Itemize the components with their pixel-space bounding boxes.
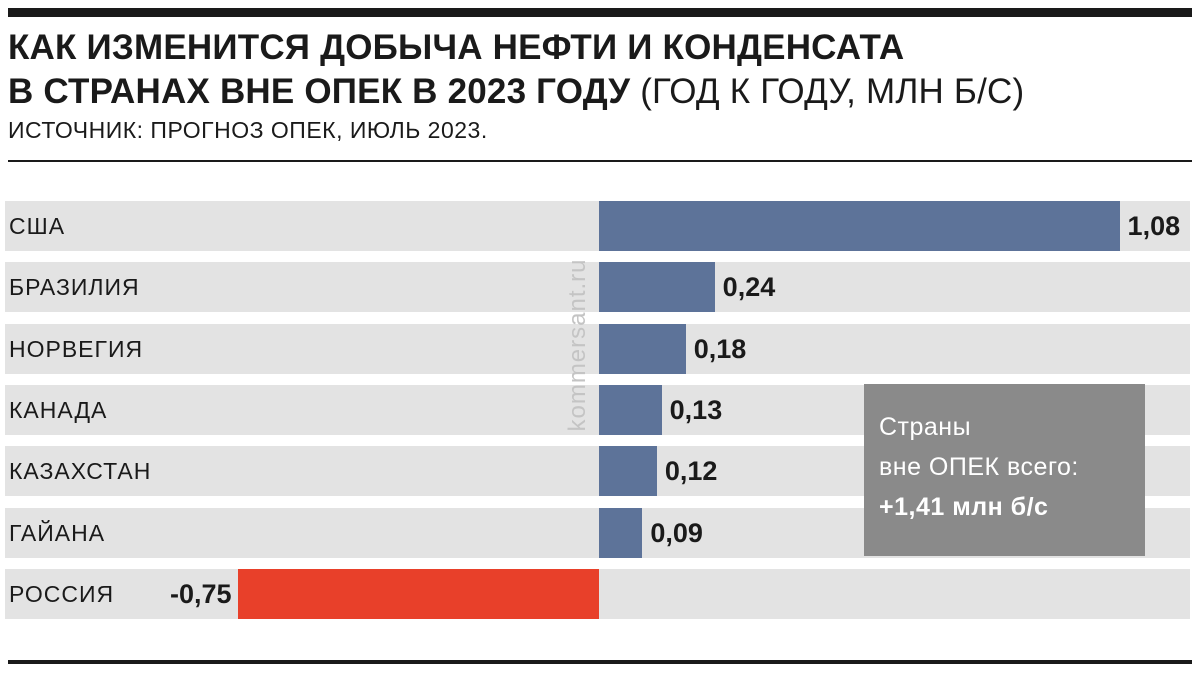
value-label: 0,12 — [664, 456, 718, 486]
category-label: США — [9, 213, 66, 239]
bar — [599, 508, 643, 558]
value-label: 0,24 — [722, 272, 776, 302]
title-line-2: В СТРАНАХ ВНЕ ОПЕК В 2023 ГОДУ (ГОД К ГО… — [8, 70, 1192, 114]
source-note: ИСТОЧНИК: ПРОГНОЗ ОПЕК, ИЮЛЬ 2023. — [8, 117, 488, 143]
bar — [599, 262, 715, 312]
bar — [599, 385, 662, 435]
row-background — [5, 262, 1190, 312]
row-background — [5, 324, 1190, 374]
bar — [599, 324, 686, 374]
value-label: 0,13 — [669, 395, 723, 425]
total-line-1: Страны — [879, 413, 972, 441]
bar — [237, 569, 599, 619]
category-label: РОССИЯ — [9, 581, 115, 607]
total-callout: Страны вне ОПЕК всего: +1,41 млн б/с — [864, 384, 1145, 556]
value-label: -0,75 — [169, 579, 232, 609]
category-label: ГАЙАНА — [9, 520, 106, 546]
total-line-2: вне ОПЕК всего: — [879, 453, 1079, 481]
title-line-2-text: В СТРАНАХ ВНЕ ОПЕК В 2023 ГОДУ — [8, 72, 631, 111]
value-label: 1,08 — [1127, 211, 1181, 241]
title-unit: (ГОД К ГОДУ, МЛН Б/С) — [640, 72, 1025, 111]
value-label: 0,18 — [693, 334, 747, 364]
bar — [599, 201, 1120, 251]
chart-title: КАК ИЗМЕНИТСЯ ДОБЫЧА НЕФТИ И КОНДЕНСАТА … — [8, 26, 1192, 114]
top-rule — [8, 8, 1192, 17]
watermark: kommersant.ru — [564, 258, 591, 432]
bottom-rule — [8, 660, 1192, 664]
value-label: 0,09 — [650, 518, 703, 548]
category-label: НОРВЕГИЯ — [9, 336, 144, 362]
header-separator — [8, 160, 1192, 162]
category-label: КАЗАХСТАН — [9, 458, 152, 484]
total-line-3: +1,41 млн б/с — [879, 493, 1049, 521]
category-label: КАНАДА — [9, 397, 108, 423]
title-line-1: КАК ИЗМЕНИТСЯ ДОБЫЧА НЕФТИ И КОНДЕНСАТА — [8, 28, 905, 67]
bar — [599, 446, 657, 496]
category-label: БРАЗИЛИЯ — [9, 274, 140, 300]
